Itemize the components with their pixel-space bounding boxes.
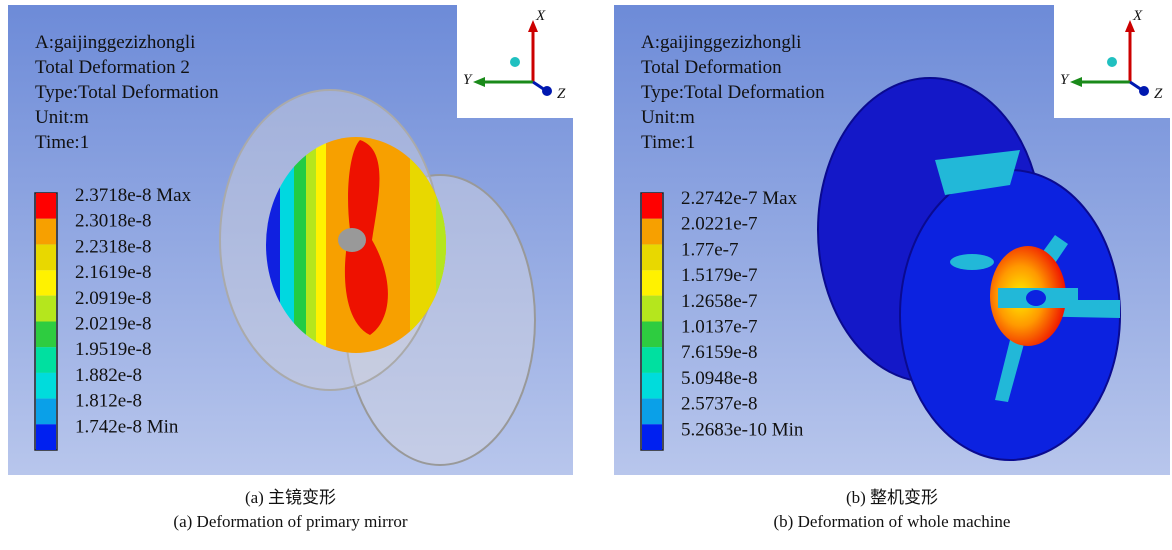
contour-band <box>306 130 316 370</box>
hole <box>338 228 366 252</box>
caption-en: (a) Deformation of primary mirror <box>173 512 407 531</box>
legend-label: 7.6159e-8 <box>681 342 758 363</box>
header-line: Unit:m <box>641 107 695 128</box>
axis-z-tip <box>542 86 552 96</box>
patch <box>950 254 994 270</box>
legend-swatch <box>642 193 662 219</box>
legend-swatch <box>36 270 56 296</box>
axis-label: X <box>1132 8 1143 24</box>
legend-label: 1.742e-8 Min <box>75 416 179 437</box>
legend-swatch <box>36 424 56 450</box>
legend-swatch <box>642 347 662 373</box>
legend-label: 1.5179e-7 <box>681 265 758 286</box>
legend-swatch <box>36 399 56 425</box>
caption-cn: (b) 整机变形 <box>846 488 938 507</box>
legend-label: 1.812e-8 <box>75 391 142 412</box>
header-line: Total Deformation 2 <box>35 57 190 78</box>
legend-swatch <box>36 347 56 373</box>
axis-z-tip <box>1139 86 1149 96</box>
caption-cn: (a) 主镜变形 <box>245 488 336 507</box>
legend-label: 2.1619e-8 <box>75 262 152 283</box>
header-line: Total Deformation <box>641 57 782 78</box>
legend-swatch <box>36 219 56 245</box>
origin-sphere <box>510 57 520 67</box>
header-line: Type:Total Deformation <box>35 82 219 103</box>
header-line: A:gaijinggezizhongli <box>641 32 801 53</box>
legend-swatch <box>642 219 662 245</box>
legend-swatch <box>642 424 662 450</box>
legend-label: 1.2658e-7 <box>681 291 758 312</box>
hole <box>1026 290 1046 306</box>
legend-swatch <box>642 270 662 296</box>
figure: XYZA:gaijinggezizhongliTotal Deformation… <box>0 0 1172 545</box>
legend-label: 1.0137e-7 <box>681 317 758 338</box>
legend-label: 2.0219e-8 <box>75 314 152 335</box>
legend-swatch <box>36 193 56 219</box>
header-line: Type:Total Deformation <box>641 82 825 103</box>
legend-swatch <box>642 373 662 399</box>
legend-label: 2.0919e-8 <box>75 288 152 309</box>
contour-band <box>316 130 326 370</box>
legend-label: 2.3718e-8 Max <box>75 185 192 206</box>
legend-swatch <box>36 244 56 270</box>
header-line: Time:1 <box>641 132 695 153</box>
axis-label: Z <box>557 86 566 102</box>
caption-en: (b) Deformation of whole machine <box>774 512 1011 531</box>
legend-swatch <box>642 244 662 270</box>
legend-label: 2.3018e-8 <box>75 211 152 232</box>
header-line: Time:1 <box>35 132 89 153</box>
legend-swatch <box>36 322 56 348</box>
legend-label: 2.5737e-8 <box>681 394 758 415</box>
axis-label: Z <box>1154 86 1163 102</box>
legend-label: 5.2683e-10 Min <box>681 419 804 440</box>
legend-label: 1.9519e-8 <box>75 339 152 360</box>
header-line: A:gaijinggezizhongli <box>35 32 195 53</box>
origin-sphere <box>1107 57 1117 67</box>
legend-swatch <box>36 296 56 322</box>
legend-swatch <box>642 322 662 348</box>
legend-swatch <box>642 399 662 425</box>
axis-label: X <box>535 8 546 24</box>
legend-label: 1.882e-8 <box>75 365 142 386</box>
legend-label: 2.2742e-7 Max <box>681 188 798 209</box>
legend-label: 2.0221e-7 <box>681 214 758 235</box>
legend-label: 1.77e-7 <box>681 239 739 260</box>
legend-swatch <box>642 296 662 322</box>
legend-swatch <box>36 373 56 399</box>
legend-label: 5.0948e-8 <box>681 368 758 389</box>
header-line: Unit:m <box>35 107 89 128</box>
legend-label: 2.2318e-8 <box>75 236 152 257</box>
